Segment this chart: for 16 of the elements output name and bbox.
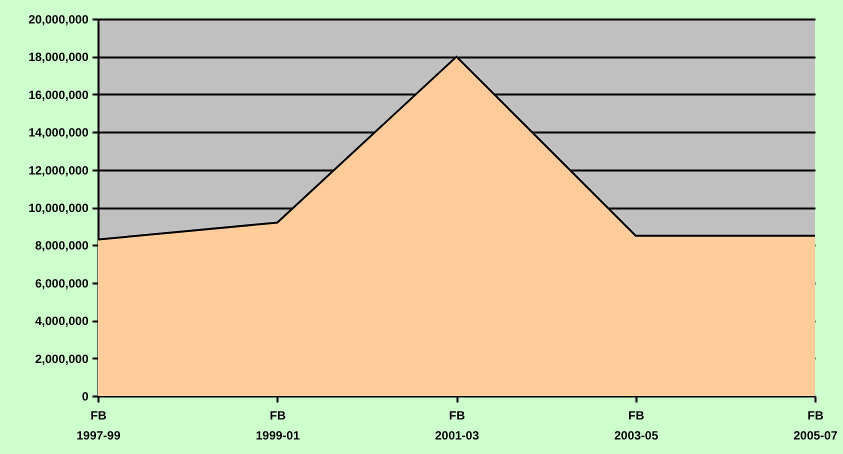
y-tick-label: 10,000,000: [28, 201, 89, 215]
y-tick-label: 4,000,000: [35, 314, 89, 328]
y-tick-label: 16,000,000: [28, 88, 89, 102]
x-tick-label: FB 1999-01: [256, 408, 300, 442]
x-tick-label: FB 2001-03: [434, 408, 480, 442]
x-tick-label: FB 1997-99: [76, 408, 121, 442]
x-tick-label: FB 2003-05: [614, 408, 659, 442]
x-tick-label: FB 2005-07: [793, 408, 838, 442]
y-tick-label: 0: [82, 390, 89, 404]
y-tick-label: 6,000,000: [35, 276, 89, 290]
y-tick-label: 14,000,000: [28, 126, 89, 140]
y-tick-label: 2,000,000: [35, 352, 89, 366]
y-tick-label: 18,000,000: [28, 50, 89, 64]
y-tick-label: 12,000,000: [28, 163, 89, 178]
y-tick-label: 8,000,000: [35, 238, 89, 253]
y-tick-label: 20,000,000: [28, 12, 89, 26]
